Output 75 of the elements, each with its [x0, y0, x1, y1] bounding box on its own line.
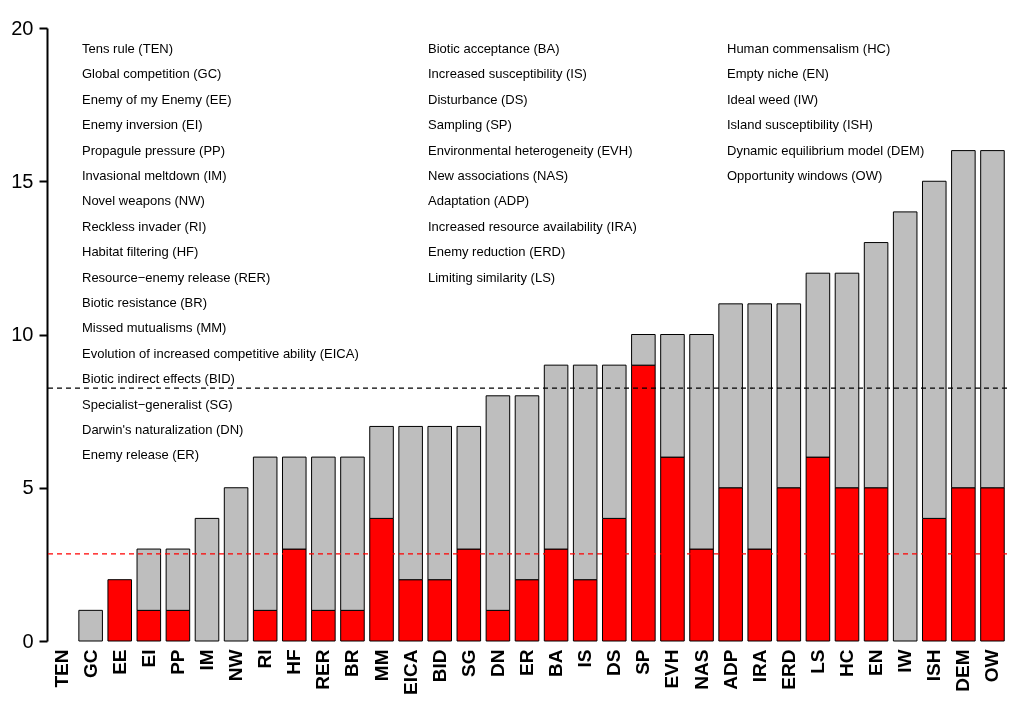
x-tick-label: EICA — [399, 649, 421, 695]
annotation: Enemy reduction (ERD) — [428, 244, 566, 260]
x-tick-label: EN — [865, 649, 887, 676]
annotation: Tens rule (TEN) — [82, 41, 174, 56]
annotation: Invasional meltdown (IM) — [82, 168, 227, 183]
y-tick-label: 5 — [22, 476, 34, 499]
annotation: Disturbance (DS) — [428, 91, 528, 107]
x-tick-label: IRA — [748, 649, 770, 683]
annotation: Reckless invader (RI) — [82, 218, 207, 234]
x-tick-label: PP — [166, 649, 188, 675]
x-tick-label: IW — [894, 649, 916, 673]
x-tick-label: EI — [137, 649, 159, 668]
x-tick-label: RI — [254, 649, 276, 669]
x-tick-label: MM — [370, 649, 392, 682]
x-tick-label: BR — [341, 649, 363, 677]
x-tick-label: NW — [225, 649, 247, 682]
x-tick-label: HF — [283, 649, 305, 675]
x-tick-label: EVH — [661, 649, 683, 689]
x-tick-label: BA — [545, 649, 567, 677]
annotation: Enemy release (ER) — [82, 447, 200, 463]
x-tick-label: NAS — [690, 649, 712, 690]
annotation: Increased resource availability (IRA) — [428, 218, 637, 234]
annotation: Island susceptibility (ISH) — [727, 117, 873, 133]
x-tick-label: ERD — [777, 649, 799, 690]
x-tick-label: ISH — [923, 649, 945, 682]
annotation: Biotic indirect effects (BID) — [82, 371, 235, 387]
annotation: Biotic resistance (BR) — [82, 295, 207, 310]
x-tick-label: OW — [981, 649, 1003, 683]
x-tick-label: ER — [516, 649, 537, 676]
annotation: Environmental heterogeneity (EVH) — [428, 142, 633, 158]
y-tick-label: 15 — [11, 169, 34, 192]
annotation: Novel weapons (NW) — [82, 193, 205, 209]
annotation: Specialist−generalist (SG) — [82, 396, 233, 412]
annotation: New associations (NAS) — [428, 168, 569, 183]
annotation: Global competition (GC) — [82, 66, 222, 82]
y-tick-label: 10 — [11, 323, 34, 345]
bar — [107, 579, 133, 642]
x-tick-label: RER — [312, 649, 334, 690]
x-tick-label: HC — [836, 649, 857, 677]
x-tick-label: TEN — [50, 649, 72, 688]
x-tick-label: SP — [632, 649, 654, 675]
annotation: Sampling (SP) — [428, 117, 512, 133]
annotation: Habitat filtering (HF) — [82, 244, 199, 260]
annotation: Evolution of increased competitive ability (EICA) — [82, 345, 359, 361]
annotation: Resource−enemy release (RER) — [82, 269, 271, 285]
x-tick-label: BID — [428, 649, 450, 683]
x-tick-label: EE — [108, 649, 130, 675]
annotation: Darwin's naturalization (DN) — [82, 422, 244, 437]
bar — [78, 609, 103, 642]
annotation: Adaptation (ADP) — [428, 193, 530, 209]
bar — [223, 487, 249, 642]
annotation: Enemy of my Enemy (EE) — [82, 91, 232, 107]
x-tick-label: GC — [79, 649, 101, 678]
y-tick-label: 20 — [11, 16, 34, 39]
x-tick-label: DEM — [952, 649, 974, 692]
annotation: Limiting similarity (LS) — [428, 269, 556, 285]
y-tick-label: 0 — [22, 629, 34, 652]
annotation: Increased susceptibility (IS) — [428, 66, 587, 82]
annotation: Empty niche (EN) — [727, 66, 829, 82]
bar — [194, 517, 220, 642]
annotation: Enemy inversion (EI) — [82, 117, 203, 133]
x-tick-label: LS — [806, 649, 828, 674]
x-tick-label: SG — [457, 649, 479, 677]
annotation: Human commensalism (HC) — [727, 41, 891, 56]
annotation: Opportunity windows (OW) — [727, 168, 883, 183]
x-tick-label: IM — [196, 649, 217, 671]
annotation: Ideal weed (IW) — [727, 91, 819, 107]
x-tick-label: DS — [603, 649, 625, 676]
x-tick-label: IS — [574, 649, 596, 668]
x-tick-label: ADP — [719, 649, 741, 690]
annotation: Missed mutualisms (MM) — [82, 320, 227, 336]
annotation: Biotic acceptance (BA) — [428, 41, 560, 56]
annotation: Propagule pressure (PP) — [82, 142, 226, 158]
annotation: Dynamic equilibrium model (DEM) — [727, 142, 925, 158]
x-tick-label: DN — [486, 649, 508, 677]
